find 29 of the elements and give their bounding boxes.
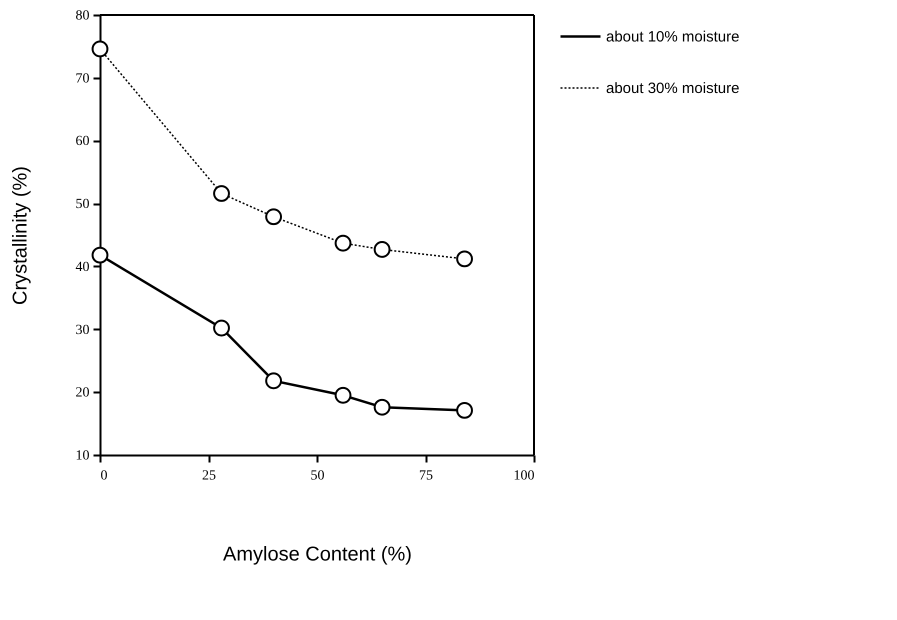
- y-axis-title: Crystallinity (%): [10, 166, 32, 305]
- point: [92, 246, 108, 264]
- point: [334, 386, 352, 404]
- point: [265, 208, 282, 226]
- y-tick-label: 20: [76, 386, 90, 401]
- y-tick-label: 10: [76, 448, 90, 464]
- point: [374, 398, 391, 416]
- x-tick-label: 25: [202, 468, 216, 484]
- x-tick-label: 50: [310, 468, 324, 484]
- y-tick-label: 50: [76, 197, 90, 212]
- x-tick-label: 0: [100, 468, 108, 484]
- y-tick-label: 70: [76, 71, 90, 86]
- point: [456, 250, 473, 268]
- y-tick-label: 80: [76, 8, 90, 24]
- legend-label: about 30% moisture: [606, 80, 740, 97]
- point: [334, 234, 352, 252]
- x-tick-label: 75: [419, 468, 433, 484]
- point: [213, 185, 230, 202]
- point: [456, 402, 473, 419]
- y-tick-label: 40: [76, 260, 90, 275]
- y-tick-label: 30: [76, 322, 90, 338]
- x-axis-title: Amylose Content (%): [223, 544, 412, 566]
- y-tick-label: 60: [76, 134, 90, 150]
- point: [213, 320, 230, 336]
- point: [374, 241, 391, 258]
- point: [92, 40, 108, 58]
- legend-label: about 10% moisture: [606, 28, 740, 46]
- x-tick-label: 100: [514, 468, 534, 484]
- point: [265, 372, 282, 390]
